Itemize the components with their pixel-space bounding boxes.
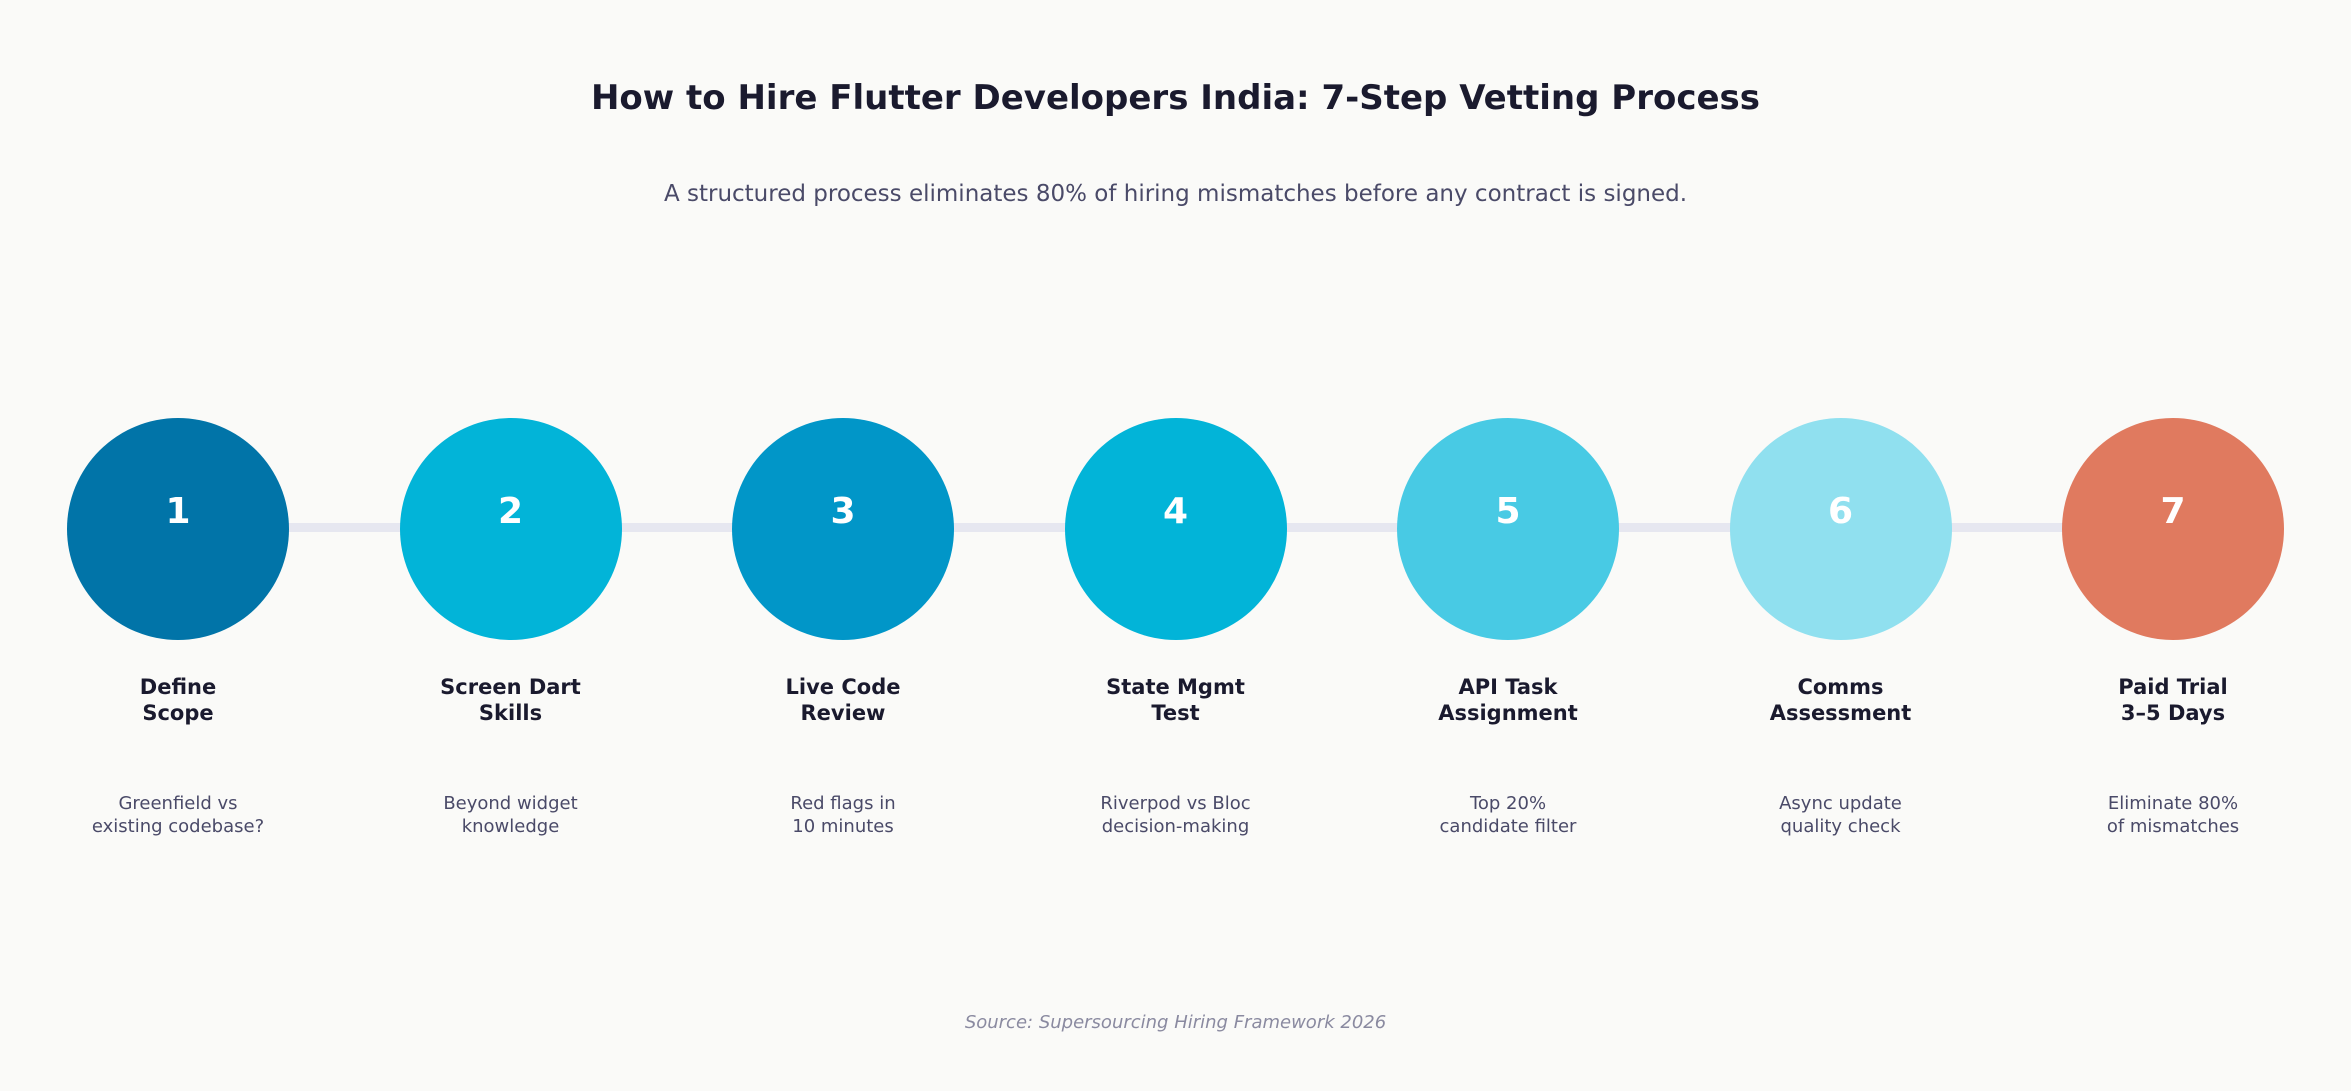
page-subtitle: A structured process eliminates 80% of h… — [663, 181, 1688, 207]
step-label-line: 3–5 Days — [2120, 701, 2226, 725]
step-label-line: State Mgmt — [1106, 675, 1245, 699]
step-description-line: Riverpod vs Bloc — [1100, 793, 1251, 814]
step-description: Beyond widget knowledge — [361, 792, 661, 838]
step-number: 1 — [165, 491, 191, 532]
step-label: Screen Dart Skills — [361, 674, 661, 726]
step-description-line: quality check — [1780, 816, 1901, 837]
step-label-line: Assessment — [1769, 701, 1912, 725]
step-label: Define Scope — [28, 674, 328, 726]
step-label-line: Skills — [478, 701, 543, 725]
step-circle: 4 — [1064, 418, 1287, 640]
step-description-line: existing codebase? — [91, 816, 265, 837]
step-description-line: candidate filter — [1439, 816, 1577, 837]
step-number: 7 — [2160, 491, 2186, 532]
page-title: How to Hire Flutter Developers India: 7-… — [590, 78, 1761, 118]
step-6: 6 Comms Assessment Async update quality … — [1691, 418, 1991, 838]
step-description: Greenfield vs existing codebase? — [28, 792, 328, 838]
step-2: 2 Screen Dart Skills Beyond widget knowl… — [361, 418, 661, 838]
step-3: 3 Live Code Review Red flags in 10 minut… — [693, 418, 993, 838]
step-7: 7 Paid Trial 3–5 Days Eliminate 80% of m… — [2023, 418, 2323, 838]
step-description-line: Beyond widget — [443, 793, 578, 814]
step-number: 4 — [1162, 491, 1189, 532]
step-description-line: Async update — [1779, 793, 1902, 814]
step-number: 5 — [1495, 491, 1521, 532]
step-label-line: Test — [1151, 701, 1200, 725]
step-description: Eliminate 80% of mismatches — [2023, 792, 2323, 838]
step-label: API Task Assignment — [1358, 674, 1658, 726]
step-label-line: Live Code — [785, 675, 901, 699]
step-label-line: Paid Trial — [2118, 675, 2228, 699]
step-label: State Mgmt Test — [1026, 674, 1326, 726]
step-number: 2 — [497, 491, 524, 532]
step-circle: 1 — [67, 418, 289, 640]
source-note: Source: Supersourcing Hiring Framework 2… — [964, 1012, 1387, 1033]
step-label-line: Scope — [142, 701, 214, 725]
step-description-line: Greenfield vs — [118, 793, 238, 814]
step-description-line: Red flags in — [790, 793, 896, 814]
step-circle: 7 — [2062, 418, 2284, 640]
step-label-line: Screen Dart — [440, 675, 581, 699]
step-description-line: Eliminate 80% — [2107, 793, 2239, 814]
step-description: Riverpod vs Bloc decision-making — [1026, 792, 1326, 838]
step-description-line: Top 20% — [1469, 793, 1547, 814]
step-description-line: of mismatches — [2106, 816, 2240, 837]
step-description-line: decision-making — [1101, 816, 1250, 837]
step-label: Live Code Review — [693, 674, 993, 726]
step-label: Comms Assessment — [1691, 674, 1991, 726]
step-description-line: knowledge — [461, 816, 560, 837]
step-description: Async update quality check — [1691, 792, 1991, 838]
step-label-line: Assignment — [1438, 701, 1578, 725]
step-description: Top 20% candidate filter — [1358, 792, 1658, 838]
step-label-line: Comms — [1797, 675, 1884, 699]
step-label: Paid Trial 3–5 Days — [2023, 674, 2323, 726]
step-number: 3 — [830, 491, 856, 532]
step-label-line: Define — [139, 675, 217, 699]
step-description: Red flags in 10 minutes — [693, 792, 993, 838]
step-circle: 3 — [732, 418, 954, 640]
step-1: 1 Define Scope Greenfield vs existing co… — [28, 418, 328, 838]
step-label-line: API Task — [1458, 675, 1558, 699]
step-description-line: 10 minutes — [792, 816, 894, 837]
step-circle: 2 — [399, 418, 622, 640]
step-circle: 6 — [1729, 418, 1952, 640]
step-label-line: Review — [800, 701, 886, 725]
step-4: 4 State Mgmt Test Riverpod vs Bloc decis… — [1026, 418, 1326, 838]
step-circle: 5 — [1397, 418, 1619, 640]
step-number: 6 — [1827, 491, 1854, 532]
step-5: 5 API Task Assignment Top 20% candidate … — [1358, 418, 1658, 838]
